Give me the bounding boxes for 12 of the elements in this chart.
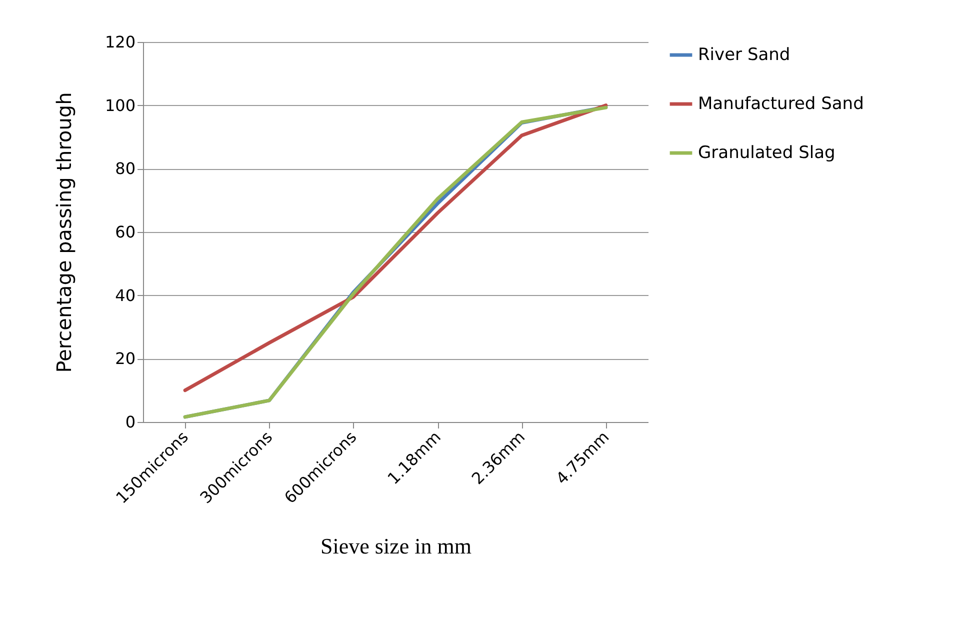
legend-label: Granulated Slag	[698, 143, 836, 163]
y-tick-label: 60	[115, 222, 136, 242]
y-tick-label: 80	[115, 159, 136, 178]
x-axis-title: Sieve size in mm	[320, 534, 472, 559]
y-tick-label: 120	[104, 32, 136, 52]
y-tick-label: 20	[115, 349, 136, 368]
y-tick-label: 0	[125, 412, 136, 432]
y-tick-label: 100	[104, 96, 136, 115]
y-axis-title: Percentage passing through	[52, 92, 76, 373]
legend-label: River Sand	[698, 45, 790, 65]
y-tick-label: 40	[115, 286, 136, 305]
legend-label: Manufactured Sand	[698, 94, 864, 114]
